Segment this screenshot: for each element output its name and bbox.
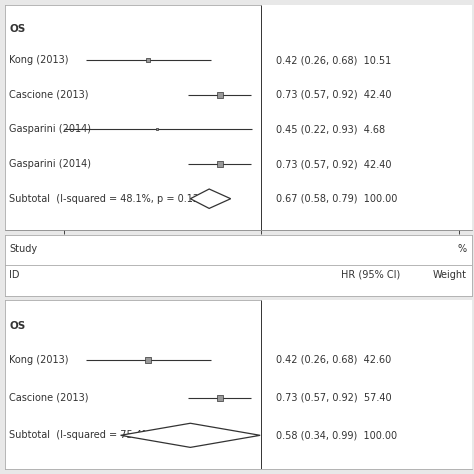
Text: OS: OS <box>9 24 26 34</box>
Text: Subtotal  (I-squared = 75.4%, p = 0.044): Subtotal (I-squared = 75.4%, p = 0.044) <box>9 430 210 440</box>
Text: Cascione (2013): Cascione (2013) <box>9 90 89 100</box>
Text: Kong (2013): Kong (2013) <box>9 55 69 65</box>
Text: Kong (2013): Kong (2013) <box>9 355 69 365</box>
Point <box>145 356 152 364</box>
Text: 0.42 (0.26, 0.68)  10.51: 0.42 (0.26, 0.68) 10.51 <box>275 55 391 65</box>
Text: Study: Study <box>9 244 37 254</box>
Text: 0.73 (0.57, 0.92)  42.40: 0.73 (0.57, 0.92) 42.40 <box>275 90 391 100</box>
Text: Subtotal  (I-squared = 48.1%, p = 0.123): Subtotal (I-squared = 48.1%, p = 0.123) <box>9 194 210 204</box>
Text: OS: OS <box>9 321 26 331</box>
Text: Weight: Weight <box>433 270 467 280</box>
Point <box>154 126 161 133</box>
Point <box>217 91 224 99</box>
Text: 0.42 (0.26, 0.68)  42.60: 0.42 (0.26, 0.68) 42.60 <box>275 355 391 365</box>
Text: 0.45 (0.22, 0.93)  4.68: 0.45 (0.22, 0.93) 4.68 <box>275 125 385 135</box>
Text: ID: ID <box>9 270 20 280</box>
Text: HR (95% CI): HR (95% CI) <box>341 270 400 280</box>
Polygon shape <box>120 423 260 447</box>
Point <box>217 160 224 168</box>
Text: %: % <box>458 244 467 254</box>
Text: Gasparini (2014): Gasparini (2014) <box>9 159 91 169</box>
X-axis label: A: A <box>5 250 11 260</box>
Text: 0.67 (0.58, 0.79)  100.00: 0.67 (0.58, 0.79) 100.00 <box>275 194 397 204</box>
Point <box>217 394 224 401</box>
Text: 0.73 (0.57, 0.92)  57.40: 0.73 (0.57, 0.92) 57.40 <box>275 392 391 402</box>
Text: 0.58 (0.34, 0.99)  100.00: 0.58 (0.34, 0.99) 100.00 <box>275 430 397 440</box>
Point <box>145 56 152 64</box>
Text: Gasparini (2014): Gasparini (2014) <box>9 125 91 135</box>
Text: Cascione (2013): Cascione (2013) <box>9 392 89 402</box>
Text: 0.73 (0.57, 0.92)  42.40: 0.73 (0.57, 0.92) 42.40 <box>275 159 391 169</box>
Polygon shape <box>191 189 231 209</box>
